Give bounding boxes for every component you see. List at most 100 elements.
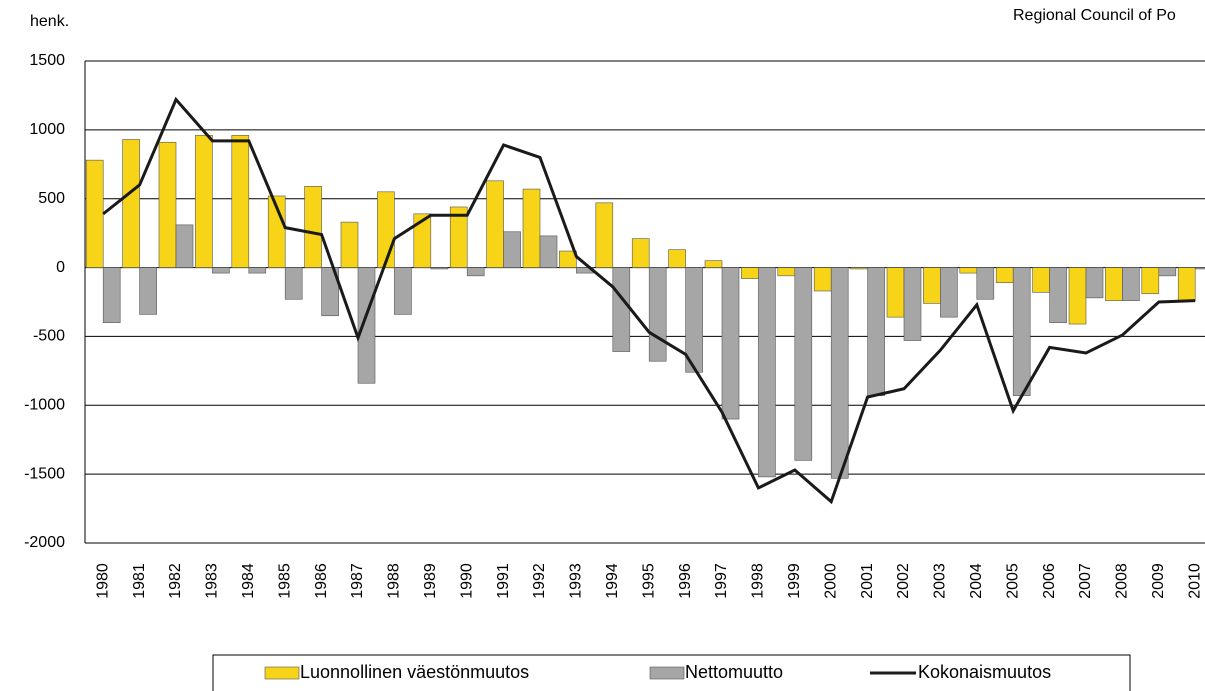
bar <box>1105 267 1123 301</box>
bar <box>704 260 723 268</box>
source-label: Regional Council of Po <box>1013 7 1176 24</box>
y-tick-label: -1000 <box>24 397 65 414</box>
bar <box>1049 267 1067 323</box>
x-tick-label: 1991 <box>495 563 512 599</box>
bar <box>976 267 995 300</box>
bar <box>503 231 521 268</box>
bar <box>175 224 194 268</box>
bar <box>1194 267 1205 270</box>
bar <box>595 202 614 268</box>
y-tick-label: 0 <box>56 259 65 276</box>
bar <box>903 267 922 341</box>
bar <box>867 267 885 396</box>
x-tick-label: 1981 <box>131 563 148 599</box>
bar <box>1122 267 1140 301</box>
y-tick-label: 1500 <box>29 52 65 69</box>
bar <box>1177 267 1196 301</box>
legend-label: Luonnollinen väestönmuutos <box>300 662 529 682</box>
bar <box>648 267 667 362</box>
bar <box>721 267 740 420</box>
bar <box>1085 267 1104 299</box>
bar <box>959 267 978 274</box>
x-tick-label: 2009 <box>1150 563 1167 599</box>
x-tick-label: 2004 <box>968 563 985 599</box>
bar <box>486 180 504 268</box>
bar <box>449 206 468 268</box>
bar <box>668 249 686 268</box>
y-axis-label: henk. <box>30 13 69 30</box>
bar <box>794 267 813 461</box>
bar <box>357 267 376 384</box>
x-tick-label: 1996 <box>677 563 694 599</box>
legend-label: Kokonaismuutos <box>918 662 1051 682</box>
x-tick-label: 1998 <box>750 563 767 599</box>
bar <box>1068 267 1087 325</box>
bar <box>340 221 359 268</box>
bar <box>304 186 322 268</box>
legend-label: Nettomuutto <box>685 662 783 682</box>
y-tick-label: 500 <box>38 190 65 207</box>
bar <box>886 267 905 318</box>
x-tick-label: 2008 <box>1114 563 1131 599</box>
x-tick-label: 1999 <box>786 563 803 599</box>
y-tick-label: -1500 <box>24 465 65 482</box>
x-tick-label: 1989 <box>422 563 439 599</box>
x-tick-label: 1986 <box>313 563 330 599</box>
bar <box>539 235 558 268</box>
x-tick-label: 1984 <box>240 563 257 599</box>
x-tick-label: 1985 <box>276 563 293 599</box>
bar <box>741 267 759 279</box>
bar <box>212 267 230 274</box>
legend-swatch <box>649 666 685 680</box>
bar <box>758 267 776 478</box>
bar <box>85 159 104 268</box>
bar <box>284 267 303 300</box>
bar <box>559 250 577 268</box>
bar <box>850 267 868 270</box>
bar <box>631 238 650 268</box>
bar <box>1141 267 1160 295</box>
bar <box>377 191 395 268</box>
bar <box>1158 267 1177 277</box>
bar <box>830 267 849 479</box>
x-tick-label: 2001 <box>859 563 876 599</box>
bar <box>1032 267 1050 293</box>
x-tick-label: 2007 <box>1077 563 1094 599</box>
bar <box>321 267 339 317</box>
bar <box>413 213 432 268</box>
x-tick-label: 1992 <box>531 563 548 599</box>
bar <box>777 267 796 277</box>
x-tick-label: 2000 <box>822 563 839 599</box>
bar <box>466 267 485 277</box>
bar <box>813 267 832 292</box>
legend-swatch <box>264 666 300 680</box>
x-tick-label: 1990 <box>458 563 475 599</box>
bar <box>122 139 140 268</box>
bar <box>158 141 177 268</box>
y-tick-label: -2000 <box>24 534 65 551</box>
bar <box>102 267 121 323</box>
bar <box>612 267 631 352</box>
bar <box>430 267 449 270</box>
x-tick-label: 1987 <box>349 563 366 599</box>
legend: Luonnollinen väestönmuutos Nettomuutto Kok… <box>264 662 1051 682</box>
x-tick-label: 1994 <box>604 563 621 599</box>
bar <box>394 267 412 315</box>
bar <box>940 267 958 318</box>
x-tick-label: 2005 <box>1004 563 1021 599</box>
bar <box>248 267 267 274</box>
y-tick-label: -500 <box>33 328 65 345</box>
x-tick-label: 1988 <box>386 563 403 599</box>
x-tick-label: 1980 <box>94 563 111 599</box>
bar <box>139 267 157 315</box>
x-tick-label: 2003 <box>932 563 949 599</box>
bar <box>685 267 703 373</box>
x-tick-label: 1982 <box>167 563 184 599</box>
line <box>102 96 1196 505</box>
x-tick-label: 1997 <box>713 563 730 599</box>
bar <box>923 267 941 304</box>
bar <box>995 267 1014 284</box>
bar <box>195 135 213 268</box>
y-tick-label: 1000 <box>29 121 65 138</box>
